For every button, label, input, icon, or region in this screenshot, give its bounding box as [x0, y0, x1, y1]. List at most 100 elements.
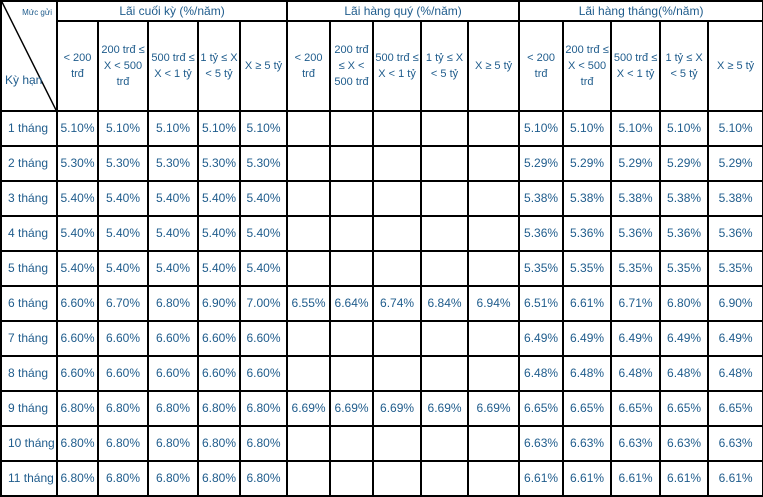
rate-cell: 5.35% [518, 250, 565, 287]
rate-cell [286, 250, 332, 287]
rate-cell: 5.40% [238, 215, 289, 252]
tier-header: X ≥ 5 tỷ [238, 20, 289, 112]
tier-header: X ≥ 5 tỷ [467, 20, 521, 112]
rate-cell [372, 460, 423, 497]
rate-cell: 6.49% [610, 320, 662, 357]
rate-cell: 6.69% [372, 390, 423, 427]
rate-cell: 5.38% [707, 180, 763, 217]
rate-cell: 5.35% [707, 250, 763, 287]
tier-header: 1 tỷ ≤ X < 5 tỷ [197, 20, 241, 112]
rate-cell: 6.80% [197, 460, 241, 497]
term-cell: 10 tháng [0, 425, 58, 462]
rate-cell [420, 250, 470, 287]
rate-cell: 6.63% [707, 425, 763, 462]
rate-cell: 6.65% [659, 390, 710, 427]
table-row: 11 tháng 6.80% 6.80% 6.80% 6.80% 6.80% 6.61% 6.… [0, 460, 763, 497]
rate-cell: 5.40% [197, 180, 241, 217]
rate-cell: 5.30% [197, 145, 241, 182]
rate-cell: 6.61% [518, 460, 565, 497]
rate-cell: 6.80% [97, 460, 149, 497]
tier-header: 200 trđ ≤ X < 500 trđ [97, 20, 149, 112]
subheader-row: < 200 trđ 200 trđ ≤ X < 500 trđ 500 trđ ≤ … [1, 20, 763, 112]
rate-cell: 5.40% [56, 250, 99, 287]
tier-header: 500 trđ ≤ X < 1 tỷ [610, 20, 662, 112]
rate-cell [372, 110, 423, 147]
rate-cell [420, 110, 470, 147]
rate-cell [372, 320, 423, 357]
group-header-cuoi-ky: Lãi cuối kỳ (%/năm) [55, 0, 289, 22]
rate-cell [286, 110, 332, 147]
rate-cell [286, 145, 332, 182]
rate-cell: 5.10% [56, 110, 99, 147]
rate-cell: 6.90% [707, 285, 763, 322]
rate-cell [467, 215, 521, 252]
rate-cell: 6.69% [286, 390, 332, 427]
rate-cell: 5.29% [707, 145, 763, 182]
rate-cell [467, 320, 521, 357]
rate-cell: 6.65% [518, 390, 565, 427]
rate-cell: 5.40% [97, 180, 149, 217]
rate-cell [467, 425, 521, 462]
rate-cell: 6.80% [97, 390, 149, 427]
rate-cell: 6.61% [659, 460, 710, 497]
term-cell: 11 tháng [0, 460, 58, 497]
table-row: 3 tháng 5.40% 5.40% 5.40% 5.40% 5.40% 5.38% 5.3… [0, 180, 763, 217]
rate-cell: 5.10% [197, 110, 241, 147]
term-cell: 3 tháng [0, 180, 58, 217]
rate-cell: 5.29% [610, 145, 662, 182]
rate-cell [329, 355, 375, 392]
rate-cell [286, 425, 332, 462]
table-body: 1 tháng 5.10% 5.10% 5.10% 5.10% 5.10% 5.10% 5.1… [0, 110, 763, 497]
rate-cell [467, 110, 521, 147]
group-header-hang-quy: Lãi hàng quý (%/năm) [286, 0, 521, 22]
term-cell: 6 tháng [0, 285, 58, 322]
rate-cell: 6.60% [147, 355, 199, 392]
rate-cell: 6.61% [562, 285, 613, 322]
rate-cell: 6.69% [467, 390, 521, 427]
rate-cell [329, 250, 375, 287]
rate-cell [420, 215, 470, 252]
rate-cell: 5.29% [659, 145, 710, 182]
rate-cell: 7.00% [238, 285, 289, 322]
rate-cell [420, 180, 470, 217]
rate-cell: 5.30% [97, 145, 149, 182]
rate-cell: 6.48% [610, 355, 662, 392]
term-cell: 7 tháng [0, 320, 58, 357]
rate-cell: 6.55% [286, 285, 332, 322]
tier-header: 500 trđ ≤ X < 1 tỷ [147, 20, 199, 112]
tier-header: 500 trđ ≤ X < 1 tỷ [372, 20, 423, 112]
rate-cell: 5.30% [56, 145, 99, 182]
rate-cell: 6.60% [56, 320, 99, 357]
rate-cell: 6.80% [659, 285, 710, 322]
rate-cell [467, 460, 521, 497]
rate-cell: 6.60% [56, 355, 99, 392]
rate-cell [467, 180, 521, 217]
rate-cell: 5.10% [147, 110, 199, 147]
rate-cell: 6.80% [147, 425, 199, 462]
rate-cell: 5.30% [238, 145, 289, 182]
table-row: 4 tháng 5.40% 5.40% 5.40% 5.40% 5.40% 5.36% 5.3… [0, 215, 763, 252]
rate-cell: 5.10% [518, 110, 565, 147]
rate-cell: 5.30% [147, 145, 199, 182]
rate-cell: 5.38% [562, 180, 613, 217]
rate-cell: 6.80% [56, 460, 99, 497]
rate-cell: 5.40% [56, 215, 99, 252]
rate-cell: 6.60% [147, 320, 199, 357]
rate-cell: 6.60% [197, 320, 241, 357]
rate-cell: 6.48% [518, 355, 565, 392]
rate-cell [467, 250, 521, 287]
rate-cell [372, 250, 423, 287]
rate-cell [372, 425, 423, 462]
rate-cell: 5.10% [238, 110, 289, 147]
rate-cell: 6.63% [659, 425, 710, 462]
rate-cell: 5.29% [562, 145, 613, 182]
group-header-hang-thang: Lãi hàng tháng(%/năm) [518, 0, 763, 22]
rate-cell: 6.63% [562, 425, 613, 462]
rate-cell: 6.69% [420, 390, 470, 427]
rate-cell: 6.80% [147, 390, 199, 427]
rate-cell: 5.38% [518, 180, 565, 217]
rate-cell [467, 355, 521, 392]
rate-cell: 6.48% [707, 355, 763, 392]
rate-cell: 6.65% [707, 390, 763, 427]
rate-cell: 6.60% [238, 355, 289, 392]
